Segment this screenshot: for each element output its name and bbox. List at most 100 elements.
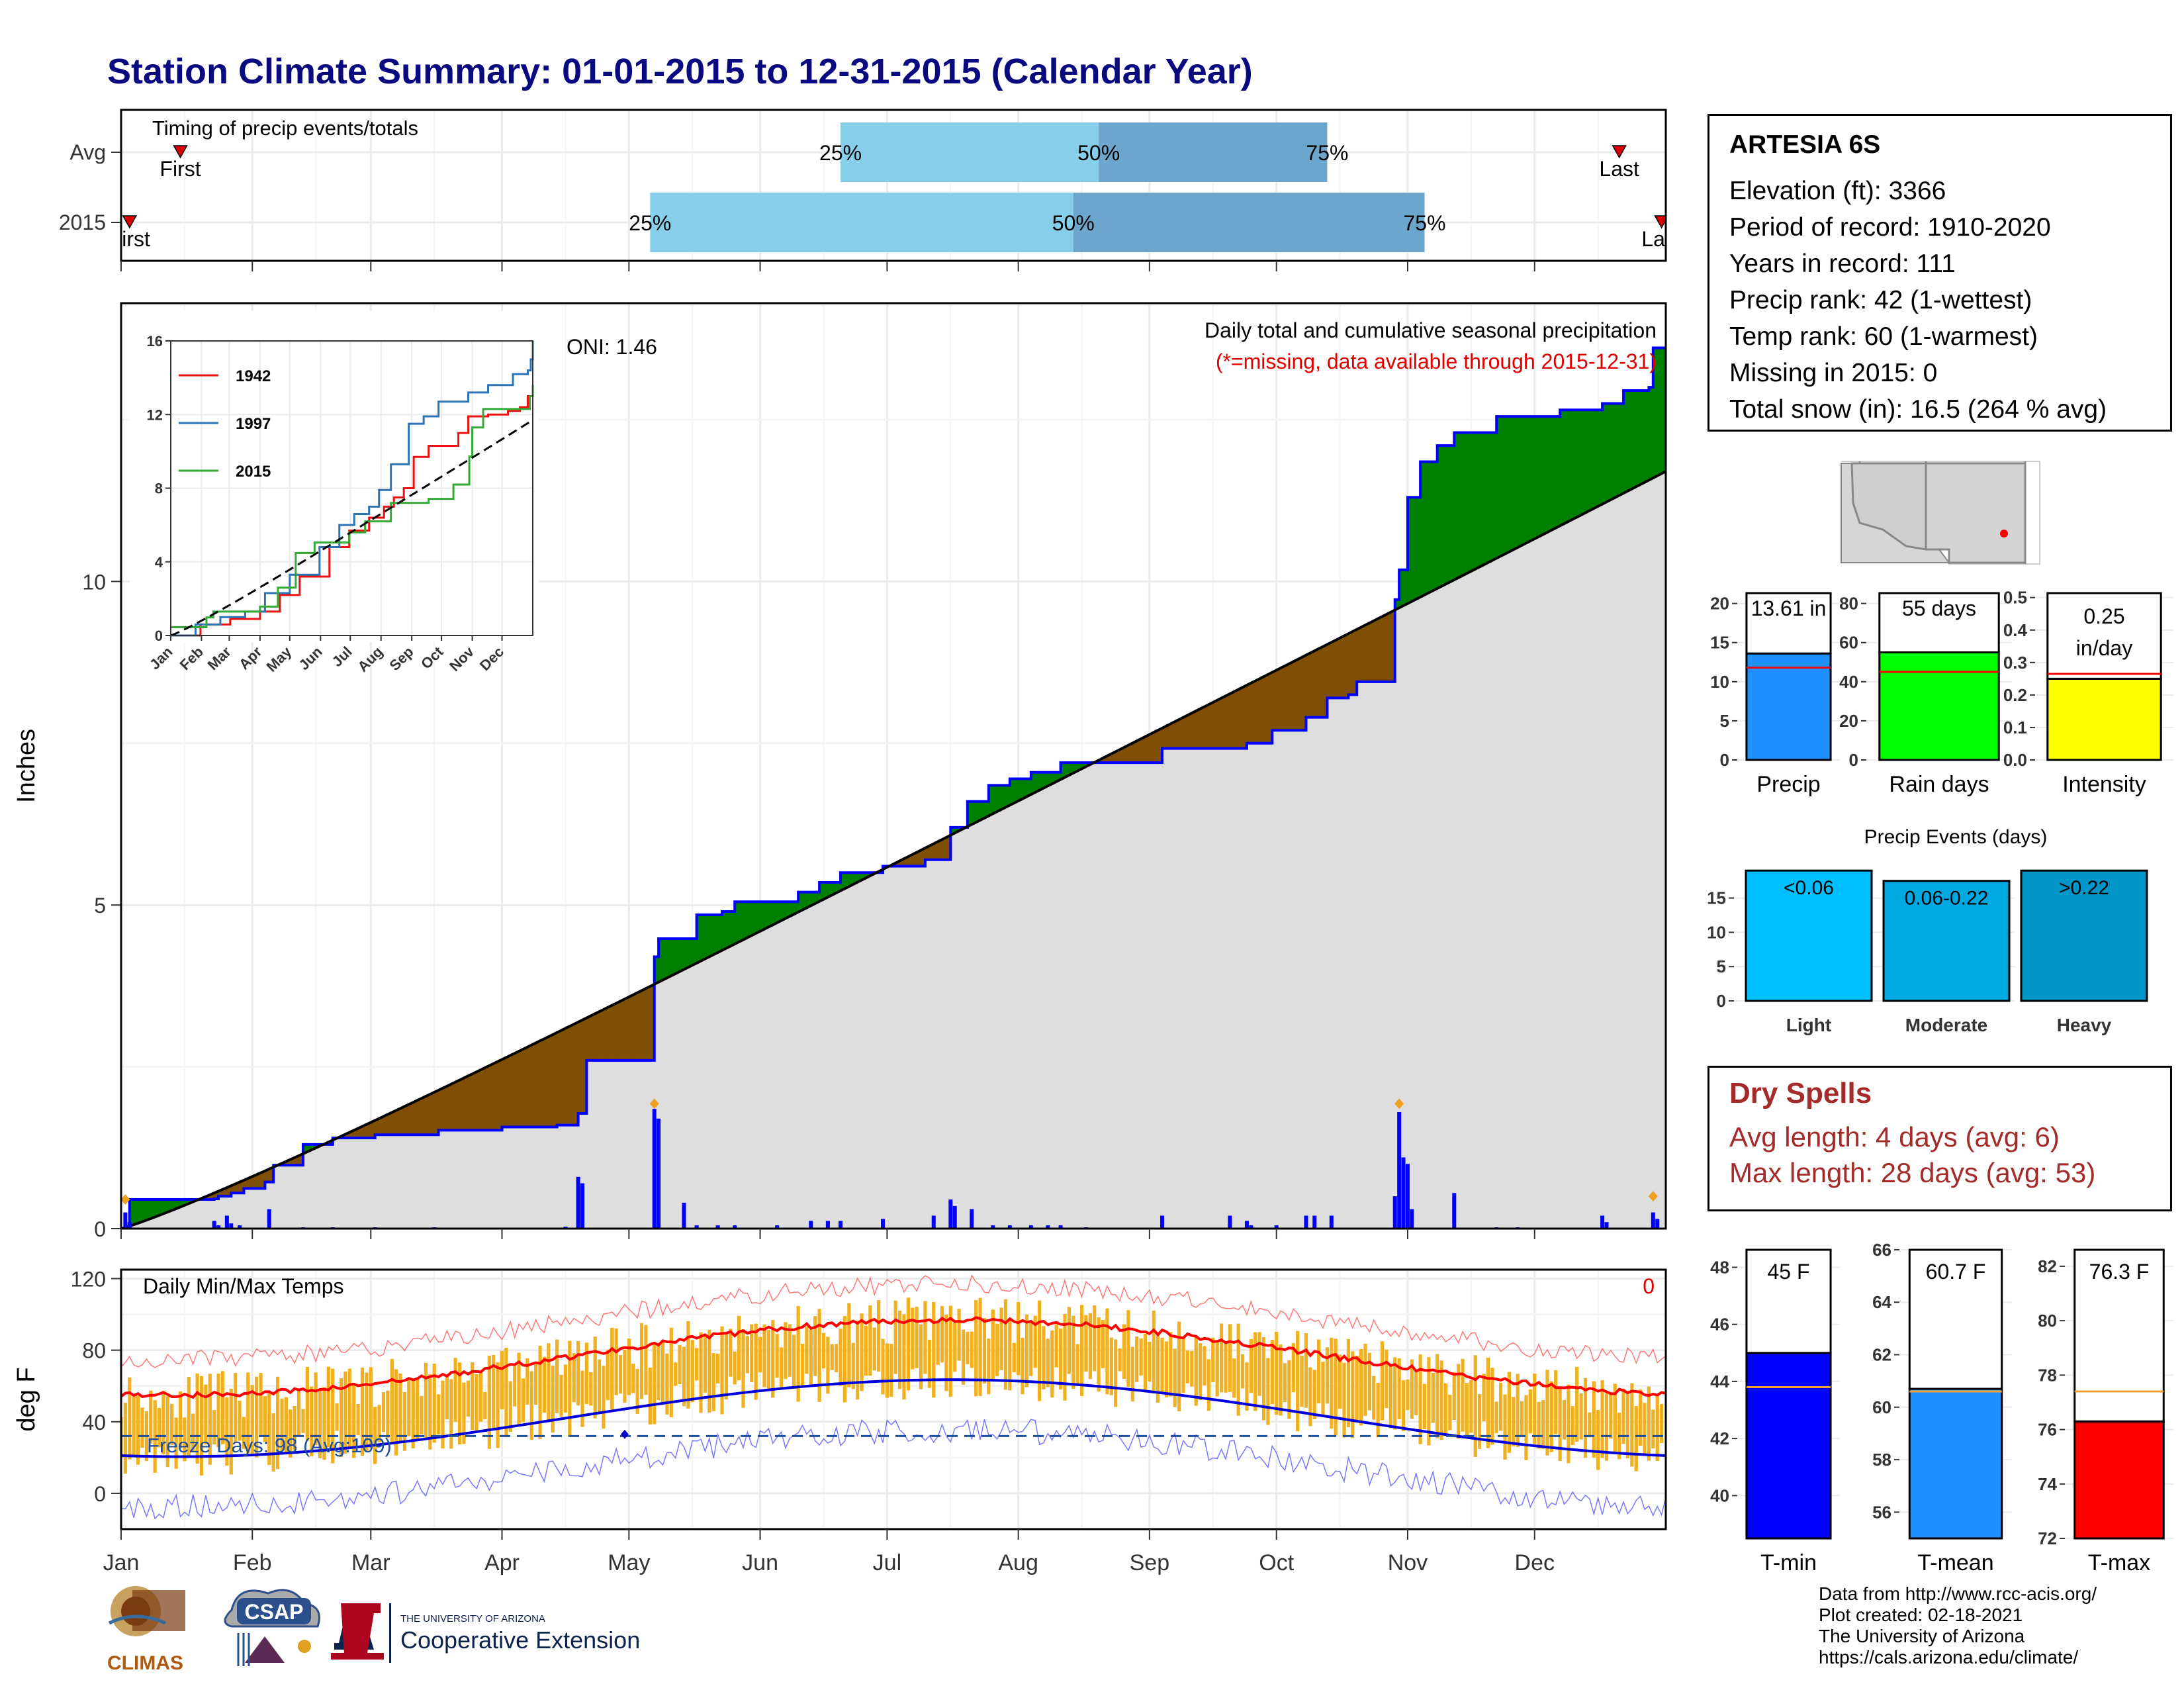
deficit-area — [1340, 635, 1345, 698]
daily-precip-bar — [123, 1212, 128, 1229]
daily-temp-bar — [1130, 1346, 1134, 1402]
precip-ytick-label: 10 — [82, 570, 106, 594]
temp-bar-t-max-value-label: 76.3 F — [2089, 1260, 2150, 1284]
deficit-area — [408, 1102, 414, 1135]
deficit-area — [1310, 650, 1315, 718]
bar-panel-precip-ytick-label: 0 — [1720, 750, 1729, 770]
daily-temp-bar — [1012, 1342, 1016, 1373]
daily-temp-bar — [525, 1358, 529, 1405]
surplus-area — [1453, 432, 1459, 581]
daily-temp-bar — [957, 1309, 961, 1361]
surplus-area — [1551, 416, 1557, 531]
daily-temp-bar — [1393, 1357, 1397, 1430]
daily-temp-bar — [576, 1340, 580, 1406]
daily-temp-bar — [1457, 1364, 1461, 1439]
daily-temp-bar — [534, 1363, 538, 1405]
daily-temp-bar — [1643, 1403, 1647, 1455]
daily-precip-bar — [1405, 1164, 1410, 1229]
last-event-label: Last — [1641, 227, 1682, 251]
surplus-area — [1631, 390, 1637, 490]
surplus-area — [1488, 432, 1493, 563]
daily-temp-bar — [974, 1300, 978, 1397]
deficit-area — [1335, 637, 1340, 698]
daily-temp-bar — [944, 1314, 948, 1391]
daily-temp-bar — [1651, 1409, 1655, 1449]
daily-temp-bar — [1275, 1331, 1279, 1415]
daily-temp-bar — [644, 1325, 648, 1395]
deficit-area — [514, 1051, 520, 1127]
daily-precip-bar — [1046, 1225, 1050, 1229]
bar-panel-precip-label-box — [1745, 592, 1832, 655]
daily-temp-bar — [466, 1380, 470, 1417]
page-title: Station Climate Summary: 01-01-2015 to 1… — [107, 52, 1253, 91]
csap-logo: CSAP — [224, 1589, 320, 1666]
credits: Data from http://www.rcc-acis.org/ Plot … — [1819, 1583, 2097, 1668]
deficit-area — [578, 1019, 583, 1114]
daily-temp-bar — [1317, 1339, 1321, 1403]
surplus-area — [1640, 390, 1645, 485]
daily-temp-bar — [475, 1374, 478, 1432]
temp-bar-t-min-ytick-label: 48 — [1710, 1257, 1729, 1277]
deficit-area — [1208, 702, 1214, 749]
daily-temp-bar — [1583, 1378, 1588, 1458]
daily-precip-bar — [1410, 1209, 1414, 1229]
month-label: Sep — [1130, 1550, 1170, 1575]
deficit-area — [1361, 624, 1366, 682]
temp-bar-t-max-ytick-label: 76 — [2038, 1420, 2057, 1440]
daily-temp-bar — [1033, 1315, 1037, 1368]
daily-temp-bar — [547, 1343, 551, 1421]
timing-panel: 25% 50% 75% First Last 25% 50% 75% First Last Tim… — [59, 109, 1682, 262]
daily-temp-bar — [1562, 1399, 1567, 1440]
daily-precip-bar — [216, 1225, 221, 1229]
daily-temp-bar — [1300, 1355, 1304, 1407]
inset-normal-line — [170, 420, 531, 637]
deficit-area — [1174, 719, 1179, 749]
month-label: Jul — [873, 1550, 901, 1575]
dry-spells-title: Dry Spells — [1729, 1077, 1872, 1109]
surplus-area — [1555, 416, 1561, 529]
daily-temp-bar — [1245, 1362, 1249, 1411]
surplus-area — [150, 1199, 156, 1219]
bar-panel-rain-days-bar — [1878, 651, 2000, 761]
deficit-area — [476, 1069, 481, 1131]
daily-temp-bar — [623, 1349, 627, 1403]
daily-temp-bar — [597, 1359, 602, 1413]
temp-bar-t-min-ytick-label: 40 — [1710, 1485, 1729, 1505]
daily-temp-bar — [906, 1297, 910, 1391]
daily-temp-bar — [686, 1321, 690, 1409]
surplus-area — [1606, 403, 1612, 502]
daily-precip-bar — [224, 1215, 229, 1229]
surplus-area — [1589, 410, 1594, 511]
daily-precip-bar — [267, 1209, 271, 1229]
surplus-area — [1428, 461, 1433, 593]
daily-precip-bar — [238, 1225, 242, 1229]
bar-panel-intensity-ytick-label: 0.5 — [2003, 588, 2027, 608]
deficit-area — [1242, 684, 1248, 749]
deficit-area — [1306, 652, 1311, 718]
surplus-area — [1568, 410, 1573, 522]
daily-temp-bar — [695, 1348, 699, 1381]
daily-temp-bar — [1270, 1340, 1274, 1405]
surplus-area — [1530, 416, 1535, 541]
dry-spells-box: Dry Spells Avg length: 4 days (avg: 6) M… — [1707, 1066, 2172, 1211]
daily-temp-bar — [128, 1377, 132, 1460]
oni-label: ONI: 1.46 — [567, 335, 657, 359]
daily-temp-bar — [1351, 1351, 1355, 1438]
timing-p50-label: 50% — [1077, 141, 1120, 165]
daily-temp-bar — [1330, 1337, 1334, 1429]
daily-temp-bar — [1385, 1349, 1388, 1409]
avg-max-line — [121, 1316, 1666, 1399]
surplus-area — [1471, 432, 1476, 572]
daily-temp-bar — [572, 1353, 576, 1403]
station-years: Years in record: 111 — [1729, 250, 1956, 278]
temp-ytick-label: 0 — [94, 1482, 106, 1506]
daily-temp-bar — [1427, 1357, 1431, 1446]
surplus-area — [705, 914, 710, 959]
daily-temp-bar — [1625, 1391, 1630, 1458]
temp-bar-t-mean-label-box — [1908, 1248, 2003, 1390]
timing-bar-50-75 — [1099, 122, 1328, 182]
daily-temp-bar — [830, 1344, 834, 1370]
daily-temp-bar — [648, 1367, 652, 1425]
daily-temp-bar — [1079, 1305, 1084, 1396]
bar-panel-rain-days-label-box — [1878, 592, 2000, 653]
